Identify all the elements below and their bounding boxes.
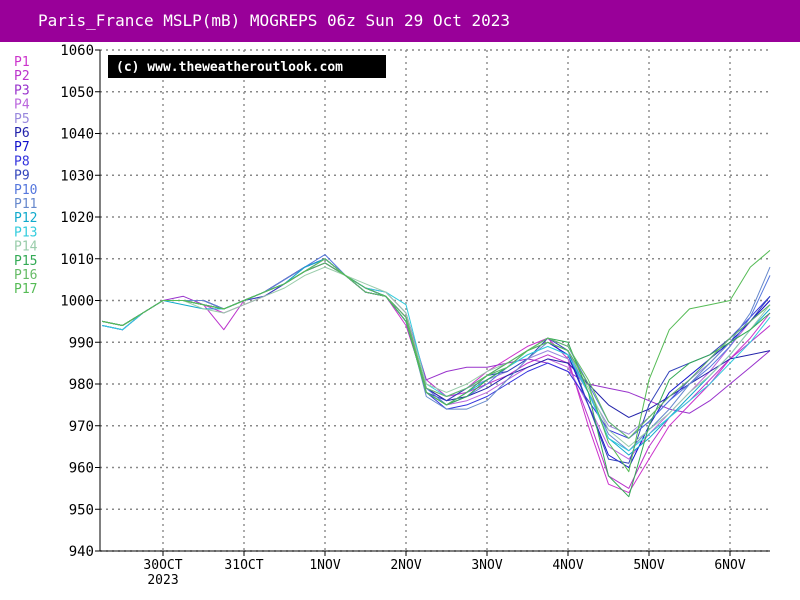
y-tick-label: 950 xyxy=(69,502,94,518)
y-tick-label: 940 xyxy=(69,544,94,560)
legend-item-p15: P15 xyxy=(14,254,37,269)
legend-item-p17: P17 xyxy=(14,282,37,297)
series-line-p15 xyxy=(102,258,771,498)
y-tick-label: 990 xyxy=(69,335,94,351)
x-tick-sublabel: 2023 xyxy=(147,573,178,588)
legend-item-p11: P11 xyxy=(14,197,37,212)
y-tick-label: 1010 xyxy=(60,252,94,268)
x-tick-label: 31OCT xyxy=(224,558,263,573)
series-line-p6 xyxy=(102,258,771,418)
x-tick-label: 6NOV xyxy=(714,558,745,573)
y-tick-label: 1060 xyxy=(60,43,94,59)
watermark-box xyxy=(108,55,386,78)
legend-item-p16: P16 xyxy=(14,268,37,283)
x-tick-label: 5NOV xyxy=(633,558,664,573)
x-tick-label: 30OCT xyxy=(143,558,182,573)
y-tick-label: 1030 xyxy=(60,168,94,184)
legend-item-p10: P10 xyxy=(14,183,37,198)
axis-layer: 940 950 960 970 980 990 1000 1010 1020 1030 1040 10… xyxy=(60,43,770,588)
chart-title: Paris_France MSLP(mB) MOGREPS 06z Sun 29… xyxy=(38,11,511,30)
watermark: (c) www.theweatheroutlook.com xyxy=(108,55,386,78)
series-line-p16 xyxy=(102,258,771,439)
series-line-p4 xyxy=(102,262,771,460)
series-line-p10 xyxy=(102,254,771,439)
watermark-text: (c) www.theweatheroutlook.com xyxy=(116,60,343,75)
y-tick-label: 1040 xyxy=(60,127,94,143)
legend-item-p14: P14 xyxy=(14,240,38,255)
series-line-p8 xyxy=(102,258,771,439)
legend-item-p13: P13 xyxy=(14,225,37,240)
y-tick-label: 1020 xyxy=(60,210,94,226)
series-layer xyxy=(102,250,771,498)
legend-item-p5: P5 xyxy=(14,112,30,127)
series-line-p13 xyxy=(102,258,771,452)
y-tick-label: 1000 xyxy=(60,294,94,310)
legend-item-p9: P9 xyxy=(14,169,30,184)
x-tick-label: 2NOV xyxy=(390,558,421,573)
y-tick-label: 1050 xyxy=(60,85,94,101)
legend-item-p12: P12 xyxy=(14,211,37,226)
legend-item-p7: P7 xyxy=(14,140,30,155)
legend-item-p1: P1 xyxy=(14,55,30,70)
legend-item-p8: P8 xyxy=(14,154,30,169)
series-line-p2 xyxy=(102,258,771,489)
legend-item-p3: P3 xyxy=(14,83,30,98)
x-tick-label: 4NOV xyxy=(552,558,583,573)
y-tick-label: 960 xyxy=(69,461,94,477)
x-tick-label: 3NOV xyxy=(471,558,502,573)
series-line-p14 xyxy=(102,266,771,448)
series-line-p11 xyxy=(102,258,771,452)
series-line-p17 xyxy=(102,250,771,473)
y-tick-label: 970 xyxy=(69,419,94,435)
y-tick-label: 980 xyxy=(69,377,94,393)
legend-item-p4: P4 xyxy=(14,98,30,113)
legend: P1P2P3P4P5P6P7P8P9P10P11P12P13P14P15P16P… xyxy=(14,55,38,297)
series-line-p1 xyxy=(102,262,771,494)
series-line-p9 xyxy=(102,262,771,464)
legend-item-p2: P2 xyxy=(14,69,30,84)
x-tick-label: 1NOV xyxy=(309,558,340,573)
legend-item-p6: P6 xyxy=(14,126,30,141)
title-bar: Paris_France MSLP(mB) MOGREPS 06z Sun 29… xyxy=(0,0,800,42)
series-line-p7 xyxy=(102,258,771,468)
